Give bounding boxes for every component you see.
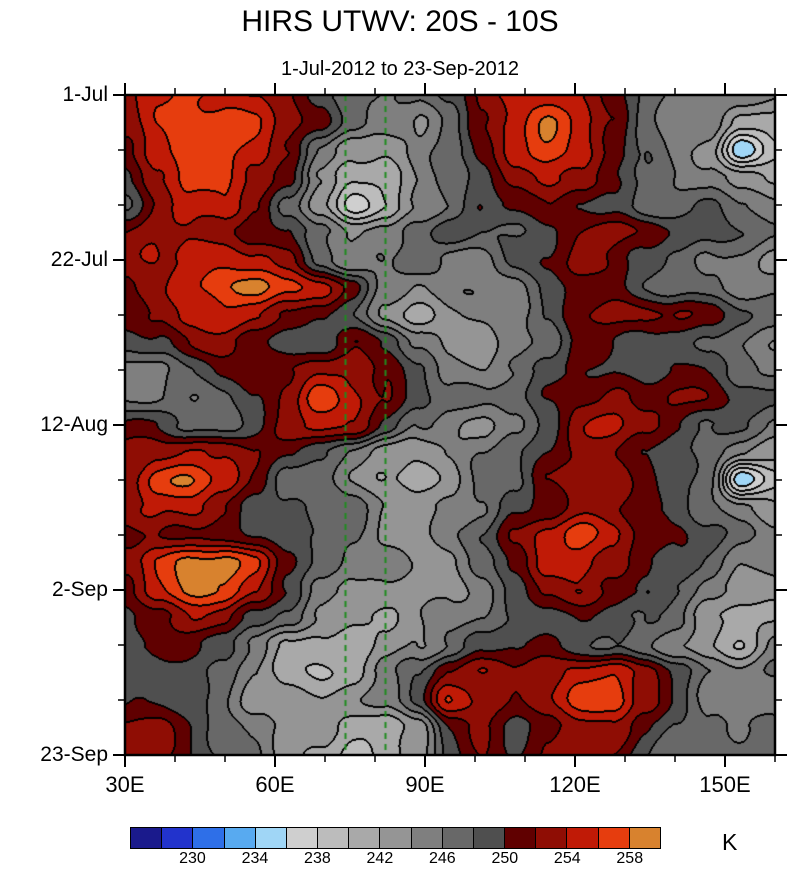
colorbar-segment	[629, 827, 661, 849]
colorbar-tick-label: 238	[304, 850, 331, 867]
y-tick-label: 2-Sep	[51, 578, 108, 601]
colorbar	[130, 827, 661, 849]
y-tick-label: 22-Jul	[50, 248, 108, 271]
colorbar-segment	[318, 827, 350, 849]
colorbar-segment	[349, 827, 381, 849]
colorbar-segment	[442, 827, 474, 849]
colorbar-tick-label: 242	[366, 850, 394, 867]
chart-title: HIRS UTWV: 20S - 10S	[241, 5, 559, 38]
x-tick-label: 120E	[549, 772, 601, 797]
y-tick-label: 23-Sep	[40, 743, 108, 766]
colorbar-segment	[286, 827, 319, 849]
colorbar-tick-label: 246	[428, 850, 456, 867]
colorbar-segment	[567, 827, 599, 849]
colorbar-segment	[130, 827, 163, 849]
colorbar-segment	[224, 827, 256, 849]
x-tick-label: 30E	[105, 772, 145, 797]
colorbar-tick-label: 258	[616, 850, 644, 867]
chart-subtitle: 1-Jul-2012 to 23-Sep-2012	[281, 58, 519, 80]
colorbar-segment	[162, 827, 194, 849]
colorbar-tick-label: 234	[241, 850, 269, 867]
x-tick-label: 150E	[699, 772, 751, 797]
colorbar-tick-label: 230	[179, 850, 206, 867]
colorbar-segment	[536, 827, 568, 849]
colorbar-segment	[255, 827, 287, 849]
colorbar-tick-label: 254	[553, 850, 581, 867]
colorbar-segment	[411, 827, 443, 849]
x-tick-label: 60E	[255, 772, 295, 797]
colorbar-tick-label: 250	[491, 850, 519, 867]
y-tick-label: 12-Aug	[40, 413, 108, 436]
colorbar-segment	[193, 827, 225, 849]
y-tick-label: 1-Jul	[62, 83, 108, 106]
colorbar-segment	[598, 827, 630, 849]
colorbar-unit-label: K	[722, 829, 738, 855]
colorbar-segment	[473, 827, 506, 849]
colorbar-segment	[380, 827, 412, 849]
colorbar-segment	[505, 827, 537, 849]
x-tick-label: 90E	[405, 772, 445, 797]
contour-plot-canvas	[125, 95, 775, 755]
